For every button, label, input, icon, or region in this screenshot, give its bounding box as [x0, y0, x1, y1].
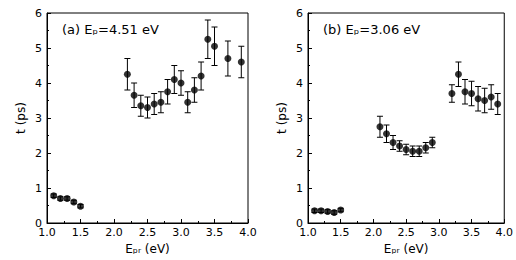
svg-text:1: 1 [35, 182, 42, 195]
svg-text:(a) Eₚ=4.51 eV: (a) Eₚ=4.51 eV [62, 22, 159, 37]
svg-text:1.0: 1.0 [38, 226, 56, 239]
svg-text:Eₚᵣ (eV): Eₚᵣ (eV) [384, 242, 429, 256]
svg-text:t (ps): t (ps) [275, 102, 289, 134]
svg-text:(b) Eₚ=3.06 eV: (b) Eₚ=3.06 eV [323, 22, 420, 37]
svg-text:4.0: 4.0 [239, 226, 257, 239]
svg-text:3: 3 [35, 112, 42, 125]
svg-text:6: 6 [35, 7, 42, 20]
svg-text:0: 0 [296, 216, 303, 230]
svg-text:2.5: 2.5 [139, 226, 157, 239]
svg-text:2: 2 [296, 147, 303, 160]
svg-text:0: 0 [35, 216, 42, 230]
svg-text:t (ps): t (ps) [14, 102, 28, 134]
svg-text:Eₚᵣ (eV): Eₚᵣ (eV) [125, 242, 170, 256]
svg-text:4.0: 4.0 [496, 226, 513, 239]
svg-text:3.5: 3.5 [463, 226, 481, 239]
svg-text:3.0: 3.0 [430, 226, 448, 239]
svg-text:2.0: 2.0 [365, 226, 383, 239]
svg-text:1.5: 1.5 [332, 226, 350, 239]
svg-text:1.5: 1.5 [72, 226, 90, 239]
svg-text:3.5: 3.5 [206, 226, 224, 239]
svg-text:6: 6 [296, 7, 303, 20]
svg-text:2: 2 [35, 147, 42, 160]
svg-text:2.5: 2.5 [397, 226, 415, 239]
svg-text:5: 5 [35, 42, 42, 55]
svg-text:5: 5 [296, 42, 303, 55]
svg-text:4: 4 [35, 77, 42, 90]
svg-text:3.0: 3.0 [172, 226, 190, 239]
svg-text:2.0: 2.0 [105, 226, 123, 239]
svg-text:1: 1 [296, 182, 303, 195]
svg-text:1.0: 1.0 [299, 226, 317, 239]
svg-text:3: 3 [296, 112, 303, 125]
svg-text:4: 4 [296, 77, 303, 90]
